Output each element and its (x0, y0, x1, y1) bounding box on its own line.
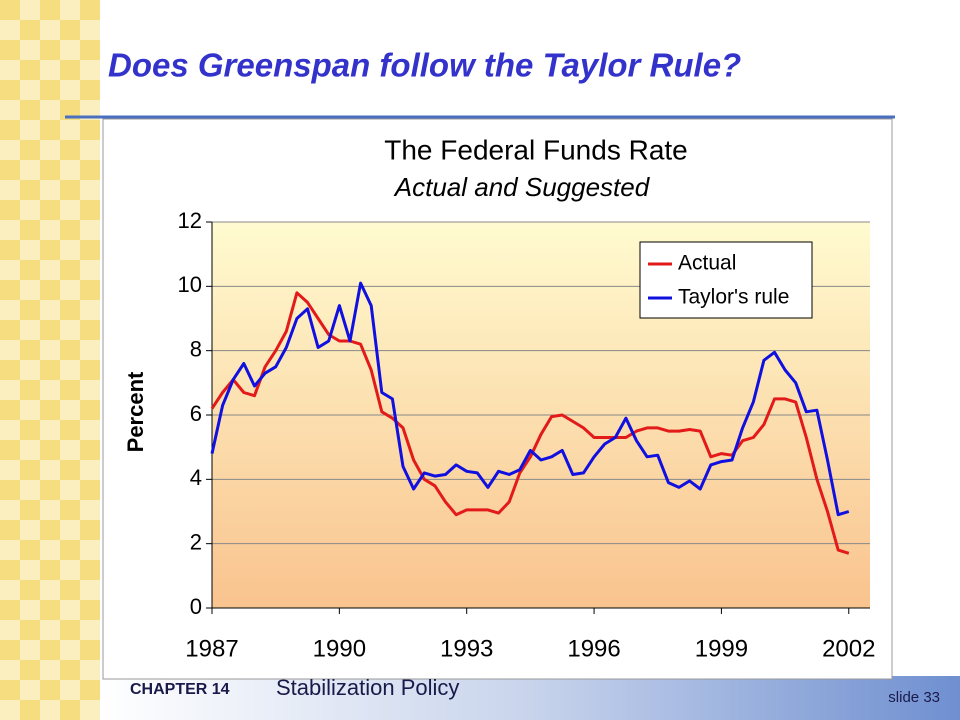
y-axis-label: Percent (123, 371, 148, 452)
y-tick-label: 4 (190, 465, 202, 490)
line-series (210, 291, 850, 555)
legend-label: Taylor's rule (678, 286, 789, 309)
x-tick-label: 1993 (440, 635, 493, 662)
x-tick-label: 1990 (313, 635, 366, 662)
y-tick-label: 8 (190, 336, 202, 361)
legend-box (639, 241, 813, 319)
y-tick-label: 12 (178, 208, 202, 233)
footer-slide: slide 33 (888, 689, 940, 706)
chart-title: The Federal Funds Rate (384, 134, 688, 165)
chart-subtitle: Actual and Suggested (393, 172, 651, 202)
chart: The Federal Funds Rate Actual and Sugges… (123, 134, 876, 662)
y-tick-label: 2 (190, 529, 202, 554)
y-tick-label: 0 (190, 594, 202, 619)
slide-title: Does Greenspan follow the Taylor Rule? (108, 47, 741, 84)
footer-topic: Stabilization Policy (276, 675, 459, 700)
side-strip (0, 0, 100, 720)
footer-chapter: CHAPTER 14 (130, 681, 230, 698)
x-tick-label: 1987 (185, 635, 238, 662)
legend-label: Actual (678, 252, 736, 275)
x-tick-label: 1996 (567, 635, 620, 662)
line-series (210, 281, 850, 517)
x-tick-label: 2002 (822, 635, 875, 662)
y-tick-label: 10 (178, 272, 202, 297)
x-tick-label: 1999 (695, 635, 748, 662)
y-tick-label: 6 (190, 401, 202, 426)
footer-bar (100, 676, 960, 720)
